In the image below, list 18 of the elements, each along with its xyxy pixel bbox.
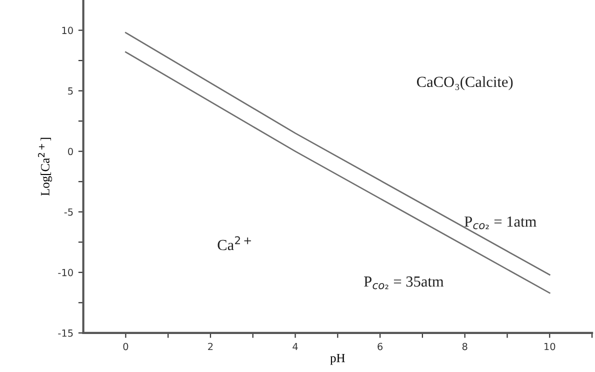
y-tick-label: 10	[62, 26, 73, 34]
annotation: P$_{co₂}$ = 1atm	[464, 216, 536, 230]
y-tick-label: 5	[68, 87, 73, 95]
annotation: CaCO₃(Calcite)	[416, 76, 513, 90]
x-tick-label: 10	[544, 342, 556, 350]
annotation: Ca$^{2+}$	[218, 236, 251, 250]
y-tick-label: -15	[58, 330, 73, 337]
x-tick-label: 4	[292, 342, 298, 350]
y-axis-title: Log[Ca$^{2+}$]	[38, 138, 52, 196]
y-tick-label: 0	[68, 148, 73, 156]
y-tick-label: -10	[58, 268, 73, 276]
y-tick-label: -5	[64, 208, 73, 216]
x-tick-label: 8	[462, 342, 468, 350]
x-tick-label: 6	[378, 342, 383, 350]
x-axis-title: pH	[330, 354, 345, 365]
annotation: P$_{co₂}$ = 35atm	[364, 276, 444, 290]
x-tick-label: 2	[208, 342, 213, 350]
x-tick-label: 0	[123, 342, 128, 350]
